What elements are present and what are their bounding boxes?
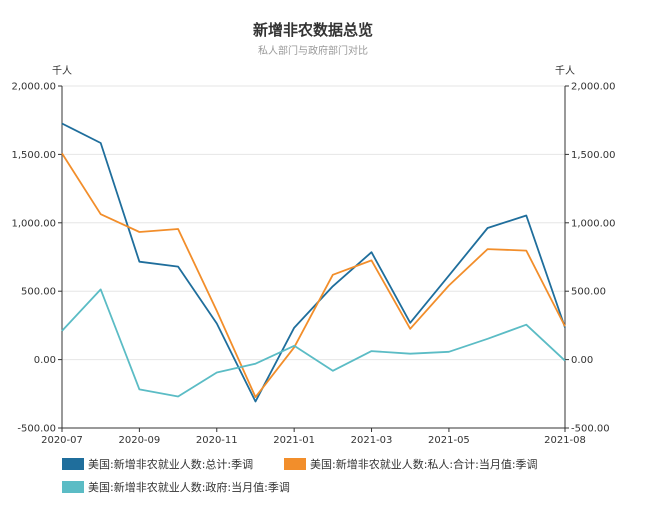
legend-swatch-government [62, 481, 84, 493]
right-y-tick-label: 500.00 [571, 287, 606, 298]
left-axis-unit: 千人 [52, 65, 72, 77]
chart-subtitle: 私人部门与政府部门对比 [258, 44, 368, 57]
series-line-total [61, 122, 566, 403]
legend-swatch-total [62, 458, 84, 470]
legend-swatch-private [284, 458, 306, 470]
x-tick-label: 2021-05 [428, 435, 470, 446]
legend-label-government: 美国:新增非农就业人数:政府:当月值:季调 [88, 481, 290, 494]
right-y-tick-label: 2,000.00 [571, 82, 616, 93]
legend-item-private[interactable]: 美国:新增非农就业人数:私人:合计:当月值:季调 [284, 456, 538, 472]
axes: 2,000.00 2,000.00 1,500.00 1,500.00 1,000.00… [11, 82, 615, 447]
left-y-tick-label: 1,000.00 [11, 218, 56, 229]
right-y-tick-label: 1,500.00 [571, 150, 616, 161]
x-tick-label: 2020-09 [118, 435, 160, 446]
series-line-government [61, 288, 566, 398]
right-y-tick-label: 0.00 [571, 355, 593, 366]
right-y-tick-label: 1,000.00 [571, 218, 616, 229]
left-y-tick-label: 2,000.00 [11, 82, 56, 93]
right-axis-unit: 千人 [555, 65, 575, 77]
left-y-tick-label: -500.00 [17, 424, 56, 435]
x-tick-label: 2020-07 [41, 435, 83, 446]
right-y-tick-label: -500.00 [571, 424, 610, 435]
legend-item-government[interactable]: 美国:新增非农就业人数:政府:当月值:季调 [62, 479, 290, 495]
x-tick-label: 2020-11 [196, 435, 238, 446]
legend-label-private: 美国:新增非农就业人数:私人:合计:当月值:季调 [310, 458, 538, 471]
left-y-tick-label: 500.00 [21, 287, 56, 298]
legend-item-total[interactable]: 美国:新增非农就业人数:总计:季调 [62, 456, 253, 472]
series-group [61, 122, 566, 403]
x-tick-label: 2021-01 [273, 435, 315, 446]
left-y-tick-label: 1,500.00 [11, 150, 56, 161]
left-y-tick-label: 0.00 [34, 355, 56, 366]
series-line-private [61, 152, 566, 399]
x-tick-label: 2021-03 [351, 435, 393, 446]
legend-label-total: 美国:新增非农就业人数:总计:季调 [88, 458, 254, 471]
x-tick-label: 2021-08 [544, 435, 586, 446]
chart-title: 新增非农数据总览 [253, 21, 373, 39]
